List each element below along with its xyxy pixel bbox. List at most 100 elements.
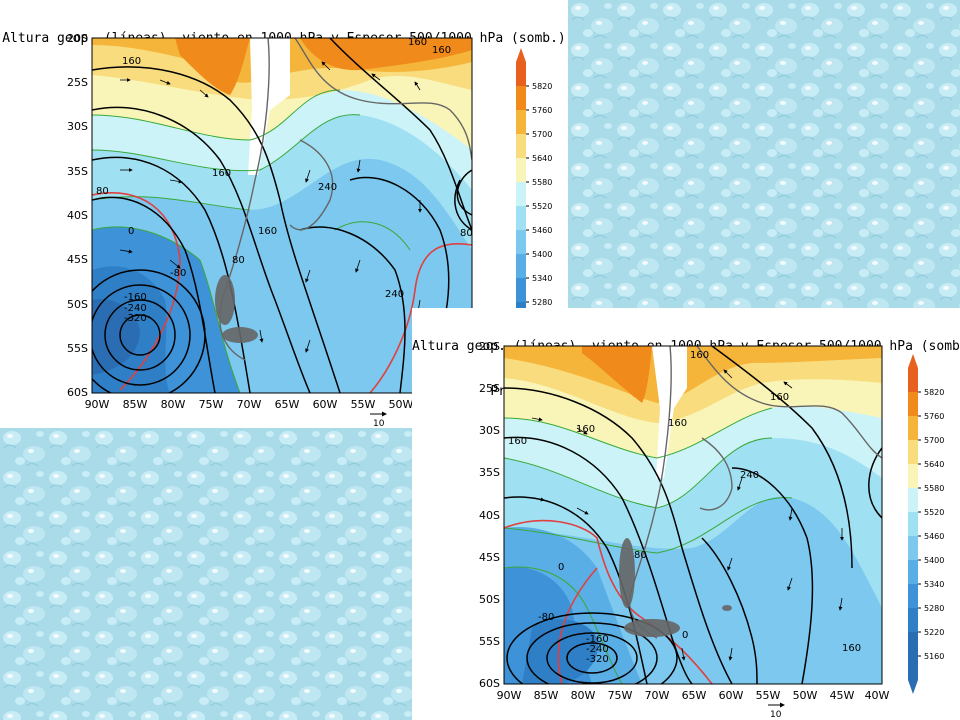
lon-label: 40W (865, 689, 890, 702)
lat-label: 60S (67, 386, 88, 399)
contour-label: 160 (668, 418, 687, 429)
analysis-contour-labels: 160 160 160 160 160 240 240 80 80 80 0 -… (96, 37, 473, 324)
colorbar-segment (516, 254, 526, 278)
colorbar-level-label: 5220 (924, 628, 944, 637)
colorbar-level-label: 5400 (924, 556, 944, 565)
colorbar-level-label: 5520 (924, 508, 944, 517)
colorbar-level-label: 5760 (924, 412, 944, 421)
lat-label: 50S (67, 298, 88, 311)
contour-label: 160 (576, 424, 595, 435)
colorbar-level-label: 5460 (924, 532, 944, 541)
lon-label: 90W (85, 398, 110, 411)
analysis-map-panel: Altura geop. (líneas), viento en 1000 hP… (0, 0, 568, 428)
contour-label: -320 (586, 654, 609, 665)
colorbar-segment (516, 134, 526, 158)
contour-label: 240 (740, 470, 759, 481)
lon-label: 75W (608, 689, 633, 702)
lat-label: 50S (479, 593, 500, 606)
lat-label: 35S (479, 466, 500, 479)
lat-label: 35S (67, 165, 88, 178)
colorbar-segment (908, 560, 918, 584)
wind-reference-label: 10 (373, 419, 385, 428)
colorbar-segment (516, 62, 526, 86)
lon-label: 75W (199, 398, 224, 411)
thickness-shading (92, 38, 472, 393)
lon-label: 55W (756, 689, 781, 702)
lon-label: 80W (571, 689, 596, 702)
colorbar-bottom-arrow (908, 680, 918, 694)
contour-label: 80 (96, 186, 109, 197)
contour-label: 240 (385, 289, 404, 300)
analysis-lon-labels: 90W 85W 80W 75W 70W 65W 60W 55W 50W (85, 398, 414, 411)
forecast-colorbar: 5820 5760 5700 5640 5580 5520 5460 5400 5340 5280… (908, 354, 944, 694)
lat-label: 60S (479, 677, 500, 690)
contour-label: -160 (586, 634, 609, 645)
wind-reference-label: 10 (770, 710, 782, 720)
colorbar-segment (516, 278, 526, 302)
forecast-map: 160 160 160 160 160 160 240 80 0 0 -80 -… (479, 340, 944, 720)
lat-label: 30S (479, 424, 500, 437)
lon-label: 90W (497, 689, 522, 702)
contour-label: 0 (558, 562, 564, 573)
colorbar-level-label: 5760 (532, 106, 552, 115)
colorbar-level-label: 5640 (924, 460, 944, 469)
lon-label: 50W (389, 398, 414, 411)
lat-label: 30S (67, 120, 88, 133)
colorbar-segment (908, 488, 918, 512)
colorbar-segment (908, 416, 918, 440)
colorbar-level-label: 5280 (924, 604, 944, 613)
colorbar-level-label: 5700 (924, 436, 944, 445)
colorbar-segment (908, 584, 918, 608)
contour-label: 240 (318, 182, 337, 193)
contour-label: 160 (122, 56, 141, 67)
forecast-map-panel: Altura geop. (líneas), viento en 1000 hP… (412, 308, 960, 720)
contour-label: 160 (408, 37, 427, 48)
forecast-frame (503, 345, 883, 685)
forecast-lat-labels: 20S 25S 30S 35S 40S 45S 50S 55S 60S (479, 340, 500, 690)
lon-label: 70W (237, 398, 262, 411)
lat-label: 25S (479, 382, 500, 395)
contour-label: 160 (842, 643, 861, 654)
colorbar-level-label: 5580 (924, 484, 944, 493)
colorbar-level-label: 5580 (532, 178, 552, 187)
lat-label: 25S (67, 76, 88, 89)
lat-label: 55S (67, 342, 88, 355)
lat-label: 20S (479, 340, 500, 353)
lon-label: 85W (123, 398, 148, 411)
colorbar-segment (908, 440, 918, 464)
contour-label: 160 (508, 436, 527, 447)
contour-label: -320 (124, 313, 147, 324)
lon-label: 50W (793, 689, 818, 702)
contour-label: 80 (460, 228, 473, 239)
forecast-contour-labels: 160 160 160 160 160 160 240 80 0 0 -80 -… (508, 350, 861, 665)
water-drops-background-right (568, 0, 960, 310)
colorbar-level-label: 5520 (532, 202, 552, 211)
lat-label: 40S (67, 209, 88, 222)
colorbar-segment (908, 512, 918, 536)
contour-label: 0 (128, 226, 134, 237)
analysis-lat-labels: 20S 25S 30S 35S 40S 45S 50S 55S 60S (67, 32, 88, 399)
analysis-map: 160 160 160 160 160 240 240 80 80 80 0 -… (67, 32, 552, 428)
contour-label: -80 (170, 268, 186, 279)
water-drops-background-left (0, 428, 412, 720)
colorbar-segment (516, 110, 526, 134)
colorbar-segment (516, 206, 526, 230)
colorbar-segment (516, 86, 526, 110)
lon-label: 65W (275, 398, 300, 411)
contour-label: 0 (682, 630, 688, 641)
colorbar-level-label: 5820 (924, 388, 944, 397)
lon-label: 65W (682, 689, 707, 702)
lat-label: 55S (479, 635, 500, 648)
contour-label: 160 (432, 45, 451, 56)
lon-label: 45W (830, 689, 855, 702)
colorbar-segment (516, 158, 526, 182)
contour-label: 160 (690, 350, 709, 361)
analysis-frame (91, 37, 473, 394)
lon-label: 55W (351, 398, 376, 411)
colorbar-level-label: 5820 (532, 82, 552, 91)
lat-label: 40S (479, 509, 500, 522)
colorbar-segment (908, 632, 918, 656)
colorbar-segment (908, 608, 918, 632)
lon-label: 85W (534, 689, 559, 702)
contour-label: -80 (538, 612, 554, 623)
